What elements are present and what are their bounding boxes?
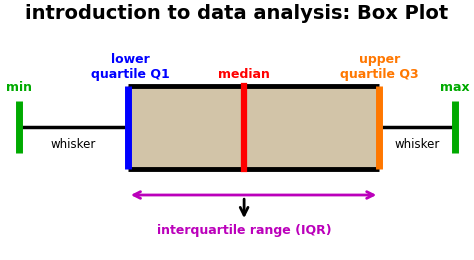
Text: whisker: whisker	[394, 138, 440, 151]
Text: lower
quartile Q1: lower quartile Q1	[91, 53, 170, 81]
Text: max: max	[440, 81, 470, 94]
Text: introduction to data analysis: Box Plot: introduction to data analysis: Box Plot	[26, 4, 448, 23]
Text: upper
quartile Q3: upper quartile Q3	[340, 53, 419, 81]
Text: whisker: whisker	[51, 138, 96, 151]
Text: median: median	[218, 68, 270, 81]
Text: interquartile range (IQR): interquartile range (IQR)	[157, 224, 331, 237]
Bar	[128, 86, 379, 169]
Text: min: min	[6, 81, 32, 94]
